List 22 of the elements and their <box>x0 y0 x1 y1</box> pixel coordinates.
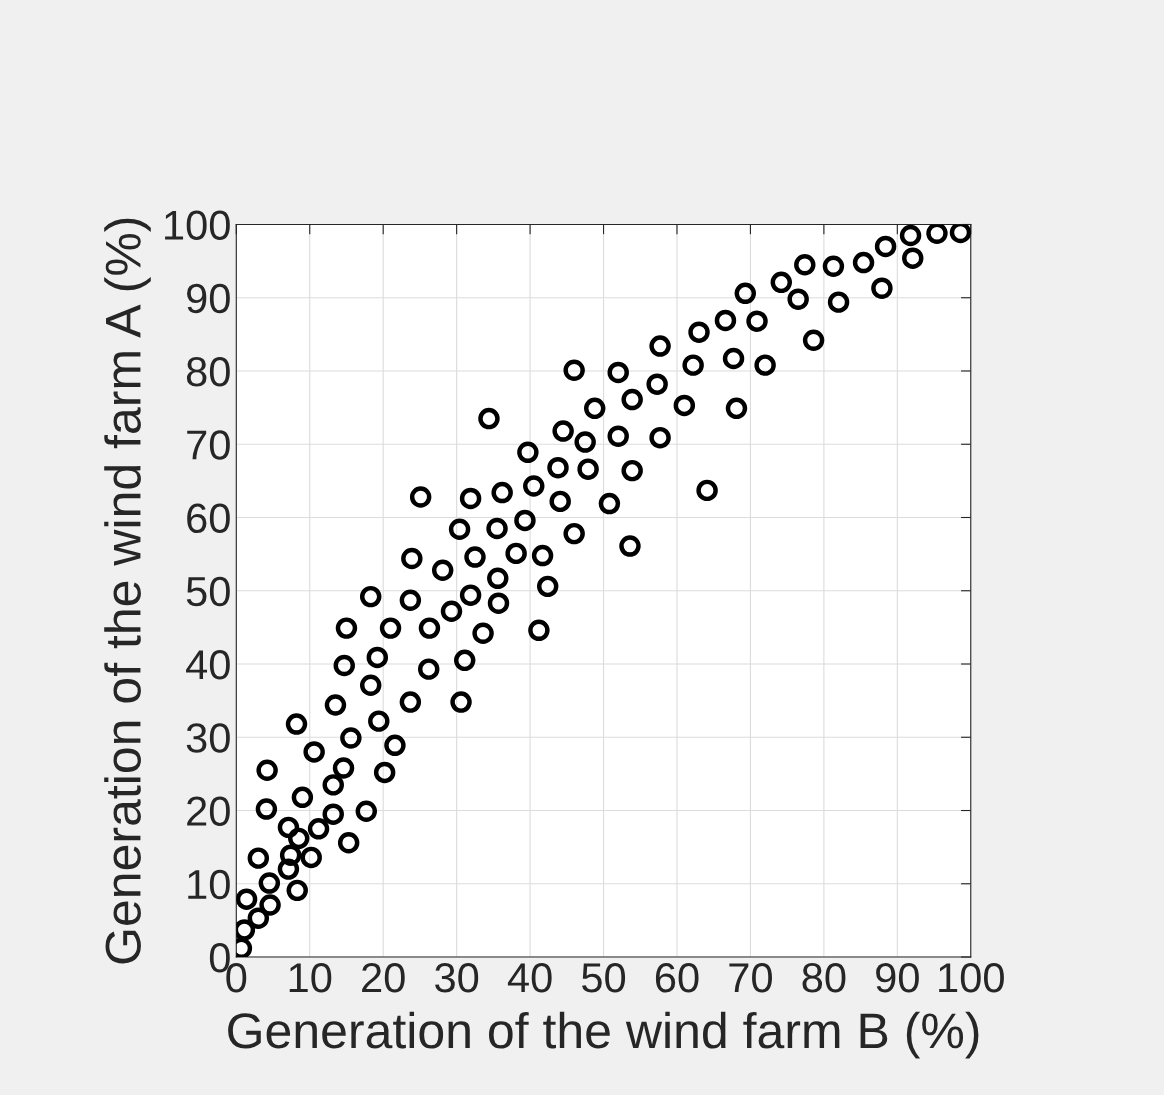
x-tick-label: 60 <box>655 962 699 993</box>
x-tick-label: 10 <box>289 962 332 993</box>
y-axis-title: Generation of the wind farm A (%) <box>104 218 151 964</box>
x-tick-label: 80 <box>802 962 846 993</box>
y-tick-label: 30 <box>186 723 230 753</box>
x-tick-label: 100 <box>939 962 1004 993</box>
x-tick-label: 30 <box>435 962 479 993</box>
y-tick-label: 100 <box>165 210 230 240</box>
y-tick-label: 20 <box>187 796 230 827</box>
y-tick-label: 50 <box>186 576 230 607</box>
x-tick-label: 50 <box>582 962 626 993</box>
y-tick-label: 60 <box>187 503 230 533</box>
y-tick-label: 10 <box>188 869 230 900</box>
x-tick-label: 70 <box>729 962 772 993</box>
x-axis-title: Generation of the wind farm B (%) <box>228 1011 979 1059</box>
y-tick-label: 80 <box>186 356 230 387</box>
x-tick-label: 40 <box>507 962 552 993</box>
y-tick-label: 70 <box>187 430 230 460</box>
y-tick-label: 90 <box>187 283 230 314</box>
y-tick-label: 40 <box>186 650 230 680</box>
x-tick-label: 20 <box>362 962 405 993</box>
x-tick-label: 90 <box>876 962 919 993</box>
